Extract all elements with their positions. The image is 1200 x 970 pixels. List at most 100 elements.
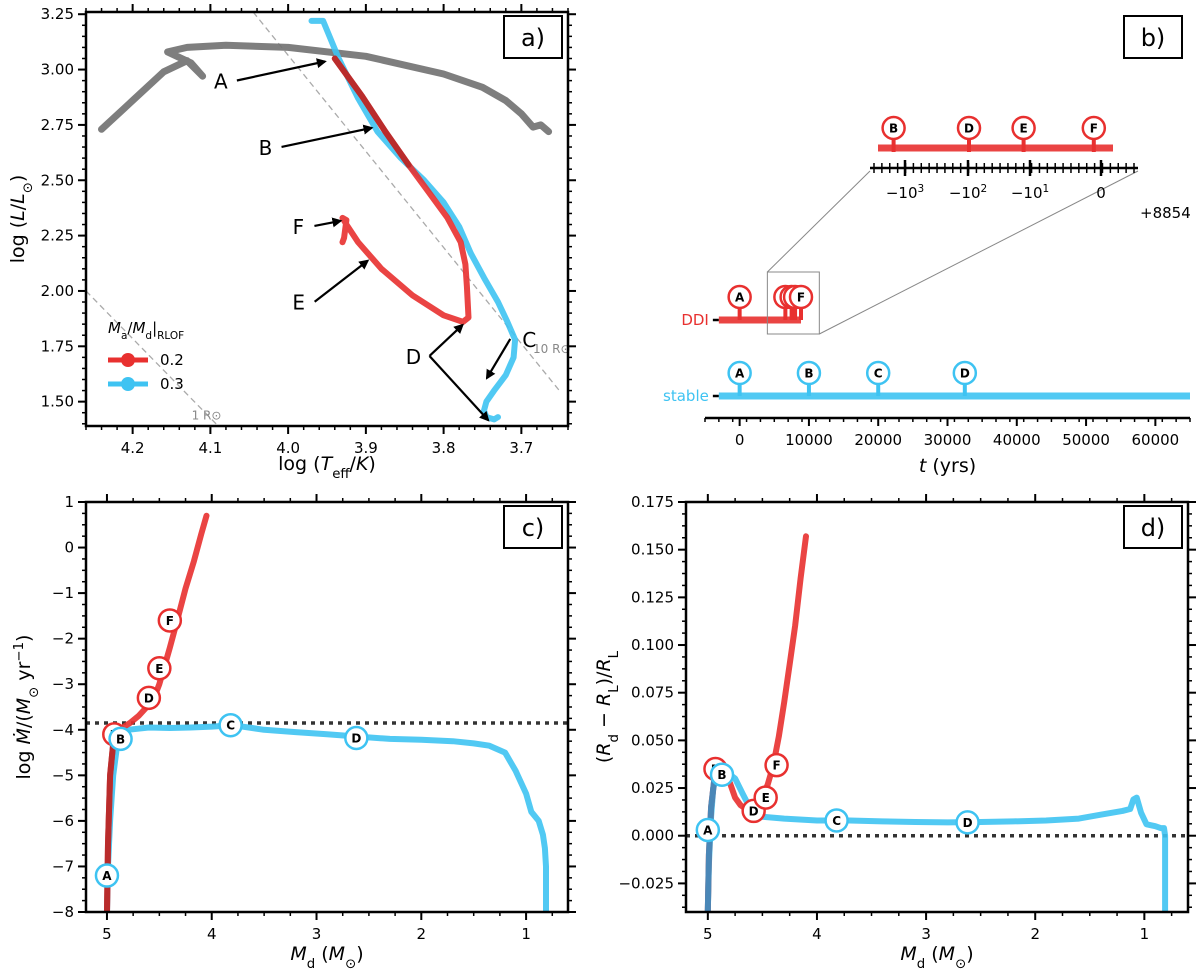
y-tick-label: 0.025	[631, 779, 674, 797]
data-marker-F-label: F	[772, 759, 780, 773]
annotation-arrow-A	[236, 58, 327, 82]
y-tick-label: 0	[64, 539, 74, 557]
data-marker-F-label: F	[166, 614, 174, 628]
annotation-arrow-D	[428, 355, 490, 422]
x-axis-label: t (yrs)	[919, 455, 976, 477]
inset-marker-F-circle	[1081, 115, 1107, 141]
y-tick-label: 0.125	[631, 588, 674, 606]
timeline-marker-F-label: F	[797, 291, 805, 305]
legend-dot-0.2	[121, 353, 135, 367]
zoom-connector-right	[819, 170, 1139, 335]
legend-title: Ma/Md|RLOF	[108, 319, 184, 342]
series-0.3-track	[308, 17, 519, 423]
timeline-marker-A-label: A	[735, 367, 745, 381]
x-tick-label: 1	[1140, 925, 1150, 943]
x-tick-label: 60000	[1131, 431, 1179, 449]
axes-frame	[684, 500, 1190, 914]
data-marker-A-circle	[94, 863, 120, 888]
timeline-marker-A-circle	[727, 360, 752, 386]
y-tick-label: 2.75	[41, 116, 74, 134]
y-tick-label: 3.00	[41, 61, 74, 79]
y-tick-label: 0.150	[631, 541, 674, 559]
x-tick-label: 3	[921, 925, 931, 943]
y-axis-label: log Ṁ/(M⊙ yr−1)	[12, 635, 42, 780]
legend-label-0.2: 0.2	[160, 351, 184, 369]
row-label-stable: stable	[663, 387, 709, 405]
data-marker-A-circle	[695, 817, 721, 843]
radius-line-1	[86, 290, 219, 426]
data-marker-C-circle	[824, 808, 849, 833]
data-marker-E-circle	[753, 785, 778, 810]
y-tick-label: 2.50	[41, 171, 74, 189]
x-tick-label: 4	[812, 925, 822, 943]
data-marker-A-label: A	[102, 869, 112, 883]
annotation-arrow-C	[485, 338, 512, 380]
data-marker-D-circle	[136, 685, 162, 711]
x-tick-label: 4.1	[198, 439, 222, 457]
timeline-marker-D-circle	[952, 360, 978, 386]
x-tick-label: 0	[735, 431, 745, 449]
y-axis-label: (Rd − RL)/RL	[593, 650, 622, 763]
y-axis-label: log (L/L⊙)	[7, 175, 36, 264]
annotation-label-F: F	[293, 215, 305, 239]
data-marker-E-circle	[147, 656, 172, 681]
data-marker-D-label: D	[351, 731, 361, 745]
y-tick-label: 2.00	[41, 282, 74, 300]
radius-line-10	[252, 12, 561, 393]
y-tick-label: −5	[52, 766, 74, 784]
annotation-arrow-D	[428, 323, 464, 357]
y-tick-label: 0.000	[631, 827, 674, 845]
y-tick-label: 3.25	[41, 5, 74, 23]
x-tick-label: 3.9	[354, 439, 378, 457]
timeline-marker-D-label: D	[960, 367, 970, 381]
panel-d-roche-overflow: ABBCDDEFd)54321−0.0250.0000.0250.0500.07…	[593, 493, 1196, 970]
panel-tag: a)	[521, 24, 545, 52]
x-tick-label: 5	[102, 925, 112, 943]
y-tick-label: −2	[52, 630, 74, 648]
inset-marker-B-label: B	[889, 122, 898, 136]
data-marker-E-label: E	[155, 662, 163, 676]
x-tick-label: 4.2	[121, 439, 145, 457]
timeline-marker-B-circle	[796, 360, 822, 386]
x-tick-label: 2	[1030, 925, 1040, 943]
annotation-label-C: C	[522, 328, 536, 352]
panel-tag-box	[1123, 505, 1183, 549]
x-tick-label: 3.8	[432, 439, 456, 457]
data-marker-D-circle	[344, 725, 369, 751]
y-tick-label: 0.100	[631, 636, 674, 654]
zoom-connector-left	[767, 170, 871, 273]
inset-marker-E-label: E	[1019, 122, 1027, 136]
panel-tag: d)	[1141, 514, 1166, 542]
inset-tick-label: −102	[949, 183, 987, 202]
y-tick-label: −7	[52, 857, 74, 875]
data-marker-A-label: A	[703, 824, 713, 838]
data-marker-D-label: D	[144, 691, 154, 705]
panel-tag-box	[1123, 15, 1183, 59]
x-tick-label: 2	[417, 925, 427, 943]
radius-label-10: 10 R⊙	[533, 342, 570, 356]
annotation-label-D: D	[406, 345, 421, 369]
annotation-arrow-B	[281, 124, 374, 148]
y-tick-label: −1	[52, 584, 74, 602]
y-tick-label: 0.175	[631, 493, 674, 511]
row-label-DDI: DDI	[681, 311, 709, 329]
data-marker-D-circle	[955, 810, 980, 835]
axes-frame	[84, 10, 570, 428]
inset-tick-label: 0	[1096, 184, 1106, 202]
radius-label-1: 1 R⊙	[192, 408, 222, 422]
annotation-label-A: A	[214, 69, 228, 93]
inset-tick-label: −103	[886, 183, 924, 202]
timeline-marker-A-label: A	[735, 291, 745, 305]
timeline-marker-C-label: C	[874, 367, 883, 381]
series-0.2-overlap	[331, 55, 412, 168]
y-tick-label: −8	[52, 903, 74, 921]
panel-tag-box	[503, 15, 563, 59]
x-tick-label: 30000	[924, 431, 972, 449]
x-tick-label: 3.7	[509, 439, 533, 457]
y-tick-label: −4	[52, 721, 74, 739]
x-tick-label: 1	[521, 925, 531, 943]
